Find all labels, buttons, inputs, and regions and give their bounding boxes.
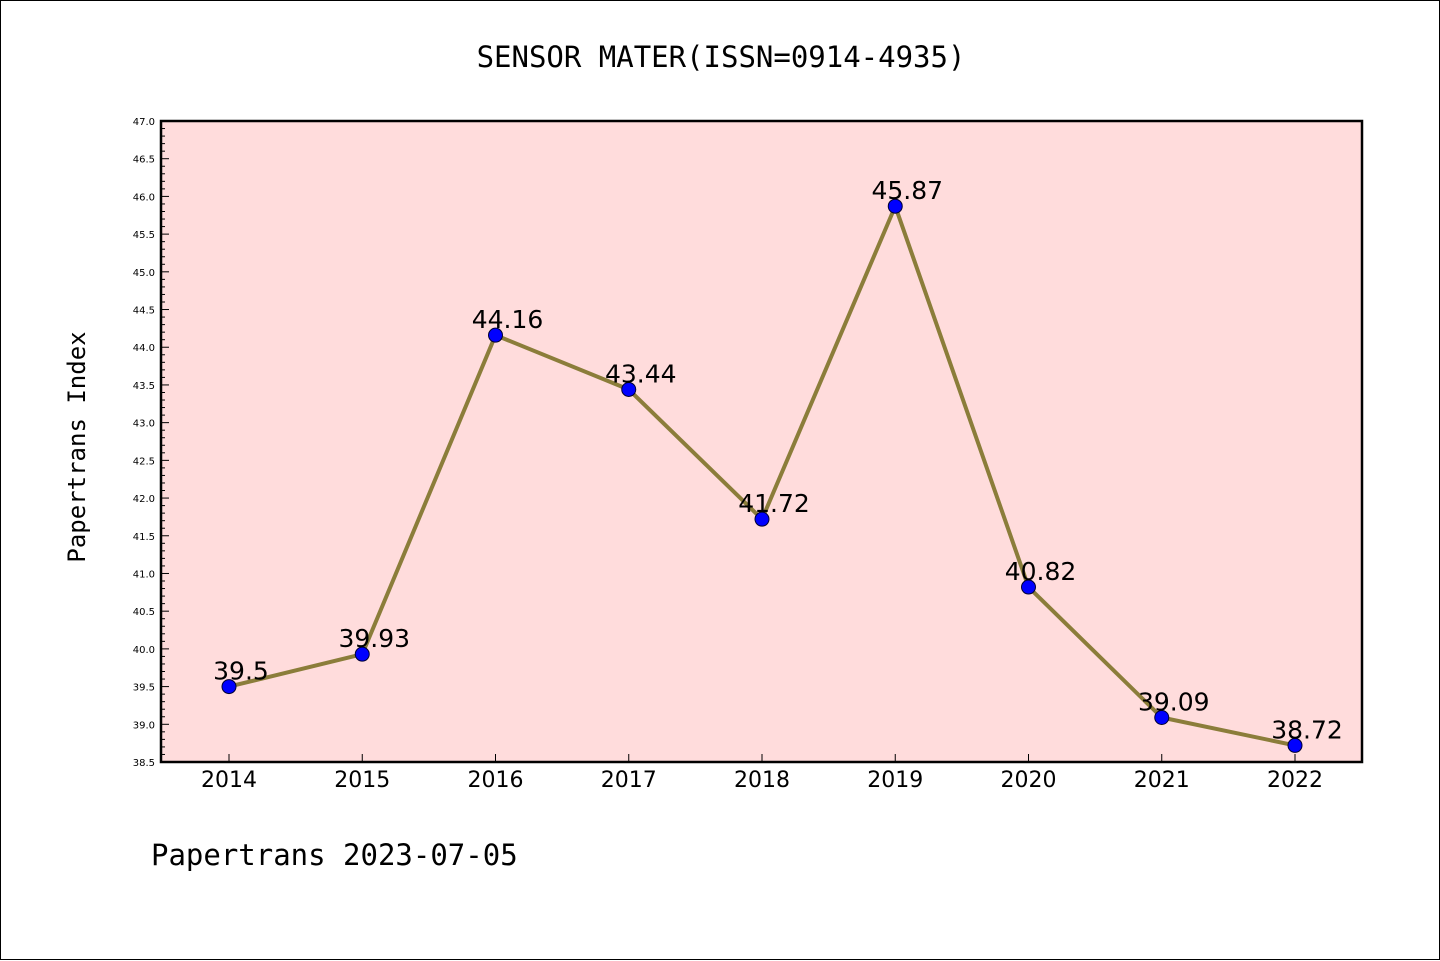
y-axis: 38.5 39.0 39.5 40.0 40.5 41.0 41.5 42.0 42.5 43.0… xyxy=(133,117,169,769)
x-tick-label: 2014 xyxy=(201,768,257,793)
x-tick-label: 2015 xyxy=(334,768,390,793)
y-tick-label: 44.0 xyxy=(133,343,155,354)
y-tick-label: 47.0 xyxy=(133,117,155,128)
y-tick-label: 45.5 xyxy=(133,230,155,241)
y-tick-label: 45.0 xyxy=(133,268,155,279)
y-tick-label: 40.0 xyxy=(133,645,155,656)
y-tick-label: 46.5 xyxy=(133,155,155,166)
x-tick-label: 2019 xyxy=(867,768,923,793)
data-label: 38.72 xyxy=(1271,715,1343,744)
x-tick-label: 2022 xyxy=(1267,768,1323,793)
chart-title: SENSOR MATER(ISSN=0914-4935) xyxy=(477,40,966,74)
x-axis: 2014 2015 2016 2017 2018 2019 2020 2021 2022 xyxy=(201,754,1323,793)
y-tick-label: 39.5 xyxy=(133,683,155,694)
y-tick-label: 43.0 xyxy=(133,419,155,430)
plot-area xyxy=(161,121,1362,762)
series-layer: 39.5 39.93 44.16 43.44 41.72 45.87 40.82 39.09 3… xyxy=(213,176,1343,753)
y-tick-label: 46.0 xyxy=(133,192,155,203)
data-label: 39.5 xyxy=(213,657,269,686)
footer-text: Papertrans 2023-07-05 xyxy=(151,838,518,872)
x-tick-label: 2017 xyxy=(601,768,657,793)
data-label: 41.72 xyxy=(738,489,810,518)
data-point xyxy=(1154,710,1170,726)
y-tick-label: 43.5 xyxy=(133,381,155,392)
data-point xyxy=(1021,579,1036,595)
data-point xyxy=(754,511,770,527)
data-label: 40.82 xyxy=(1005,557,1077,586)
y-tick-label: 44.5 xyxy=(133,306,155,317)
y-tick-label: 38.5 xyxy=(133,758,155,769)
data-point xyxy=(1287,737,1303,753)
data-label: 43.44 xyxy=(605,359,677,388)
data-label: 44.16 xyxy=(472,305,544,334)
y-tick-label: 40.5 xyxy=(133,607,155,618)
data-point xyxy=(488,327,503,343)
y-axis-label: Papertrans Index xyxy=(63,331,91,562)
data-label: 39.09 xyxy=(1138,688,1210,717)
plot-border xyxy=(159,119,1364,764)
x-tick-label: 2020 xyxy=(1001,768,1057,793)
x-tick-label: 2018 xyxy=(734,768,790,793)
y-tick-label: 39.0 xyxy=(133,720,155,731)
data-point xyxy=(354,646,370,662)
x-tick-label: 2021 xyxy=(1134,768,1190,793)
y-tick-label: 42.0 xyxy=(133,494,155,505)
data-point xyxy=(621,381,637,397)
y-tick-label: 42.5 xyxy=(133,456,155,467)
data-point xyxy=(221,679,237,695)
data-label: 39.93 xyxy=(338,624,410,653)
x-tick-label: 2016 xyxy=(468,768,524,793)
data-point xyxy=(887,198,903,214)
data-label: 45.87 xyxy=(871,176,943,205)
y-tick-label: 41.5 xyxy=(133,532,155,543)
y-tick-label: 41.0 xyxy=(133,569,155,580)
